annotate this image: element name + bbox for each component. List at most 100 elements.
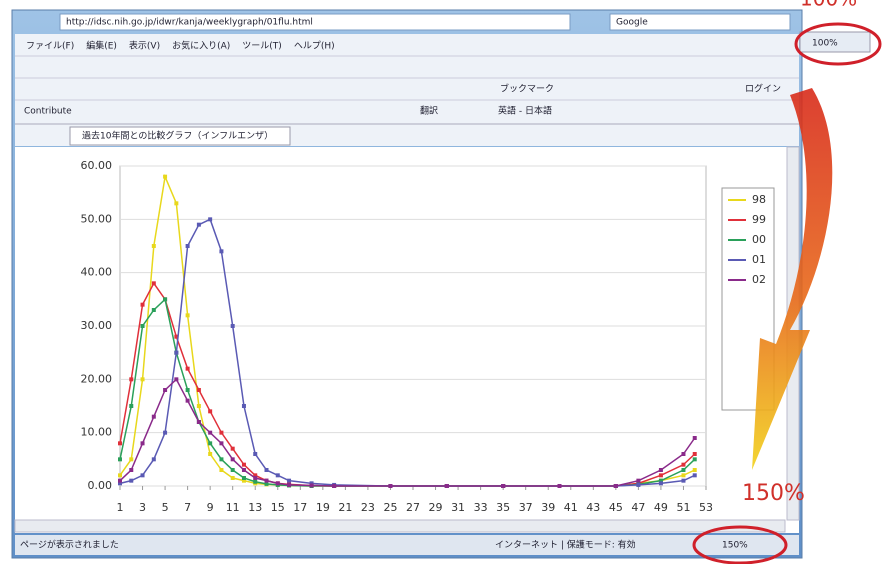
x-tick-label: 13 [248,501,262,514]
x-tick-label: 33 [474,501,488,514]
data-point [186,367,190,371]
x-tick-label: 35 [496,501,510,514]
legend-label: 02 [752,273,766,286]
x-tick-label: 17 [293,501,307,514]
data-point [558,484,562,488]
zoom-bottom[interactable]: 150% [722,541,748,551]
x-tick-label: 49 [654,501,668,514]
data-point [681,463,685,467]
x-tick-label: 31 [451,501,465,514]
x-tick-label: 1 [117,501,124,514]
data-point [231,476,235,480]
data-point [693,457,697,461]
menu-item[interactable]: お気に入り(A) [172,40,230,52]
data-point [659,468,663,472]
data-point [129,457,133,461]
data-point [129,404,133,408]
y-tick-label: 0.00 [88,479,113,492]
x-tick-label: 15 [271,501,285,514]
x-tick-label: 25 [383,501,397,514]
annotation-zoom-after: 150% [742,481,805,506]
data-point [693,468,697,472]
legend-label: 01 [752,253,766,266]
data-point [445,484,449,488]
data-point [388,484,392,488]
data-point [231,447,235,451]
data-point [152,281,156,285]
y-tick-label: 30.00 [81,319,113,332]
y-tick-label: 20.00 [81,372,113,385]
toolbar-item[interactable]: 翻訳 [420,105,438,117]
toolbar-item[interactable]: 英語 - 日本語 [498,105,552,117]
x-tick-label: 37 [519,501,533,514]
data-point [141,473,145,477]
data-point [186,244,190,248]
x-tick-label: 45 [609,501,623,514]
data-point [265,468,269,472]
data-point [141,303,145,307]
data-point [129,377,133,381]
x-tick-label: 51 [676,501,690,514]
url: http://idsc.nih.go.jp/idwr/kanja/weeklyg… [66,18,313,28]
menu-item[interactable]: ヘルプ(H) [294,41,335,52]
status-zone: インターネット | 保護モード: 有効 [495,539,636,551]
toolbar-item[interactable]: ブックマーク [500,83,554,95]
screenshot: http://idsc.nih.go.jp/idwr/kanja/weeklyg… [0,0,887,564]
data-point [332,484,336,488]
x-tick-label: 19 [316,501,330,514]
legend-label: 99 [752,213,766,226]
data-point [208,431,212,435]
x-tick-label: 5 [162,501,169,514]
toolbar-item[interactable]: ログイン [745,83,781,95]
status-bar [15,535,799,555]
data-point [242,463,246,467]
data-point [186,399,190,403]
data-point [287,483,291,487]
y-tick-label: 40.00 [81,266,113,279]
x-tick-label: 9 [207,501,214,514]
menu-item[interactable]: ファイル(F) [26,42,74,52]
data-point [636,479,640,483]
x-tick-label: 3 [139,501,146,514]
data-point [208,452,212,456]
data-point [681,452,685,456]
data-point [118,479,122,483]
x-tick-label: 21 [338,501,352,514]
x-tick-label: 41 [564,501,578,514]
data-point [614,484,618,488]
data-point [129,468,133,472]
data-point [208,409,212,413]
menu-item[interactable]: ツール(T) [242,42,282,52]
y-tick-label: 50.00 [81,212,113,225]
x-tick-label: 11 [226,501,240,514]
data-point [659,481,663,485]
data-point [152,457,156,461]
data-point [253,480,257,484]
x-tick-label: 47 [631,501,645,514]
data-point [163,175,167,179]
menu-item[interactable]: 表示(V) [129,40,160,52]
data-point [310,483,314,487]
menu-item[interactable]: 編集(E) [86,40,117,52]
data-point [197,223,201,227]
data-point [287,479,291,483]
data-point [219,249,223,253]
data-point [253,476,257,480]
data-point [276,473,280,477]
data-point [141,377,145,381]
data-point [242,404,246,408]
data-point [265,479,269,483]
toolbar-item[interactable]: Contribute [24,107,72,117]
data-point [118,457,122,461]
zoom-top: 100% [812,39,838,49]
data-point [163,388,167,392]
x-tick-label: 53 [699,501,713,514]
y-tick-label: 60.00 [81,159,113,172]
data-point [659,473,663,477]
x-tick-label: 27 [406,501,420,514]
horizontal-scrollbar[interactable] [15,520,785,532]
data-point [174,377,178,381]
legend-label: 98 [752,193,766,206]
x-tick-label: 43 [586,501,600,514]
data-point [163,431,167,435]
